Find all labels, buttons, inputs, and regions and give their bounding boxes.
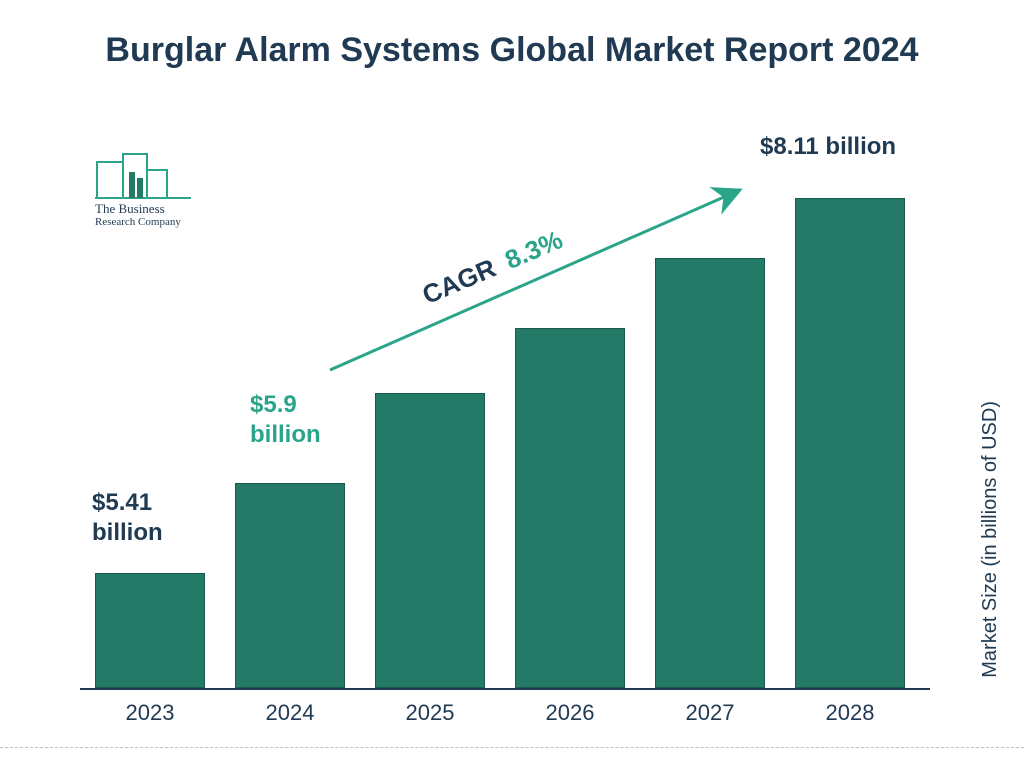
callout-2024-l1: $5.9	[250, 391, 297, 418]
callout-2024: $5.9 billion	[250, 390, 321, 450]
callout-2023-l1: $5.41	[92, 489, 152, 516]
cagr-text: CAGR	[418, 253, 500, 311]
cagr-pct: 8.3%	[501, 224, 567, 275]
x-label-2026: 2026	[515, 700, 625, 726]
x-axis-line	[80, 688, 930, 690]
y-axis-label: Market Size (in billions of USD)	[979, 401, 1002, 678]
callout-2023-l2: billion	[92, 519, 163, 546]
footer-divider	[0, 747, 1024, 748]
callout-2023: $5.41 billion	[92, 488, 163, 548]
x-label-2024: 2024	[235, 700, 345, 726]
bar-chart: 2023 2024 2025 2026 2027 2028 $5.41 bill…	[80, 150, 930, 690]
bar-2023	[95, 573, 205, 688]
cagr-label: CAGR 8.3%	[418, 224, 567, 311]
x-label-2028: 2028	[795, 700, 905, 726]
x-label-2027: 2027	[655, 700, 765, 726]
bar-2025	[375, 393, 485, 688]
bar-2028	[795, 198, 905, 688]
bar-2026	[515, 328, 625, 688]
bar-2024	[235, 483, 345, 688]
x-label-2023: 2023	[95, 700, 205, 726]
callout-2024-l2: billion	[250, 421, 321, 448]
chart-title: Burglar Alarm Systems Global Market Repo…	[0, 28, 1024, 72]
bar-2027	[655, 258, 765, 688]
x-label-2025: 2025	[375, 700, 485, 726]
callout-2028-l1: $8.11 billion	[760, 133, 896, 160]
callout-2028: $8.11 billion	[760, 132, 896, 162]
